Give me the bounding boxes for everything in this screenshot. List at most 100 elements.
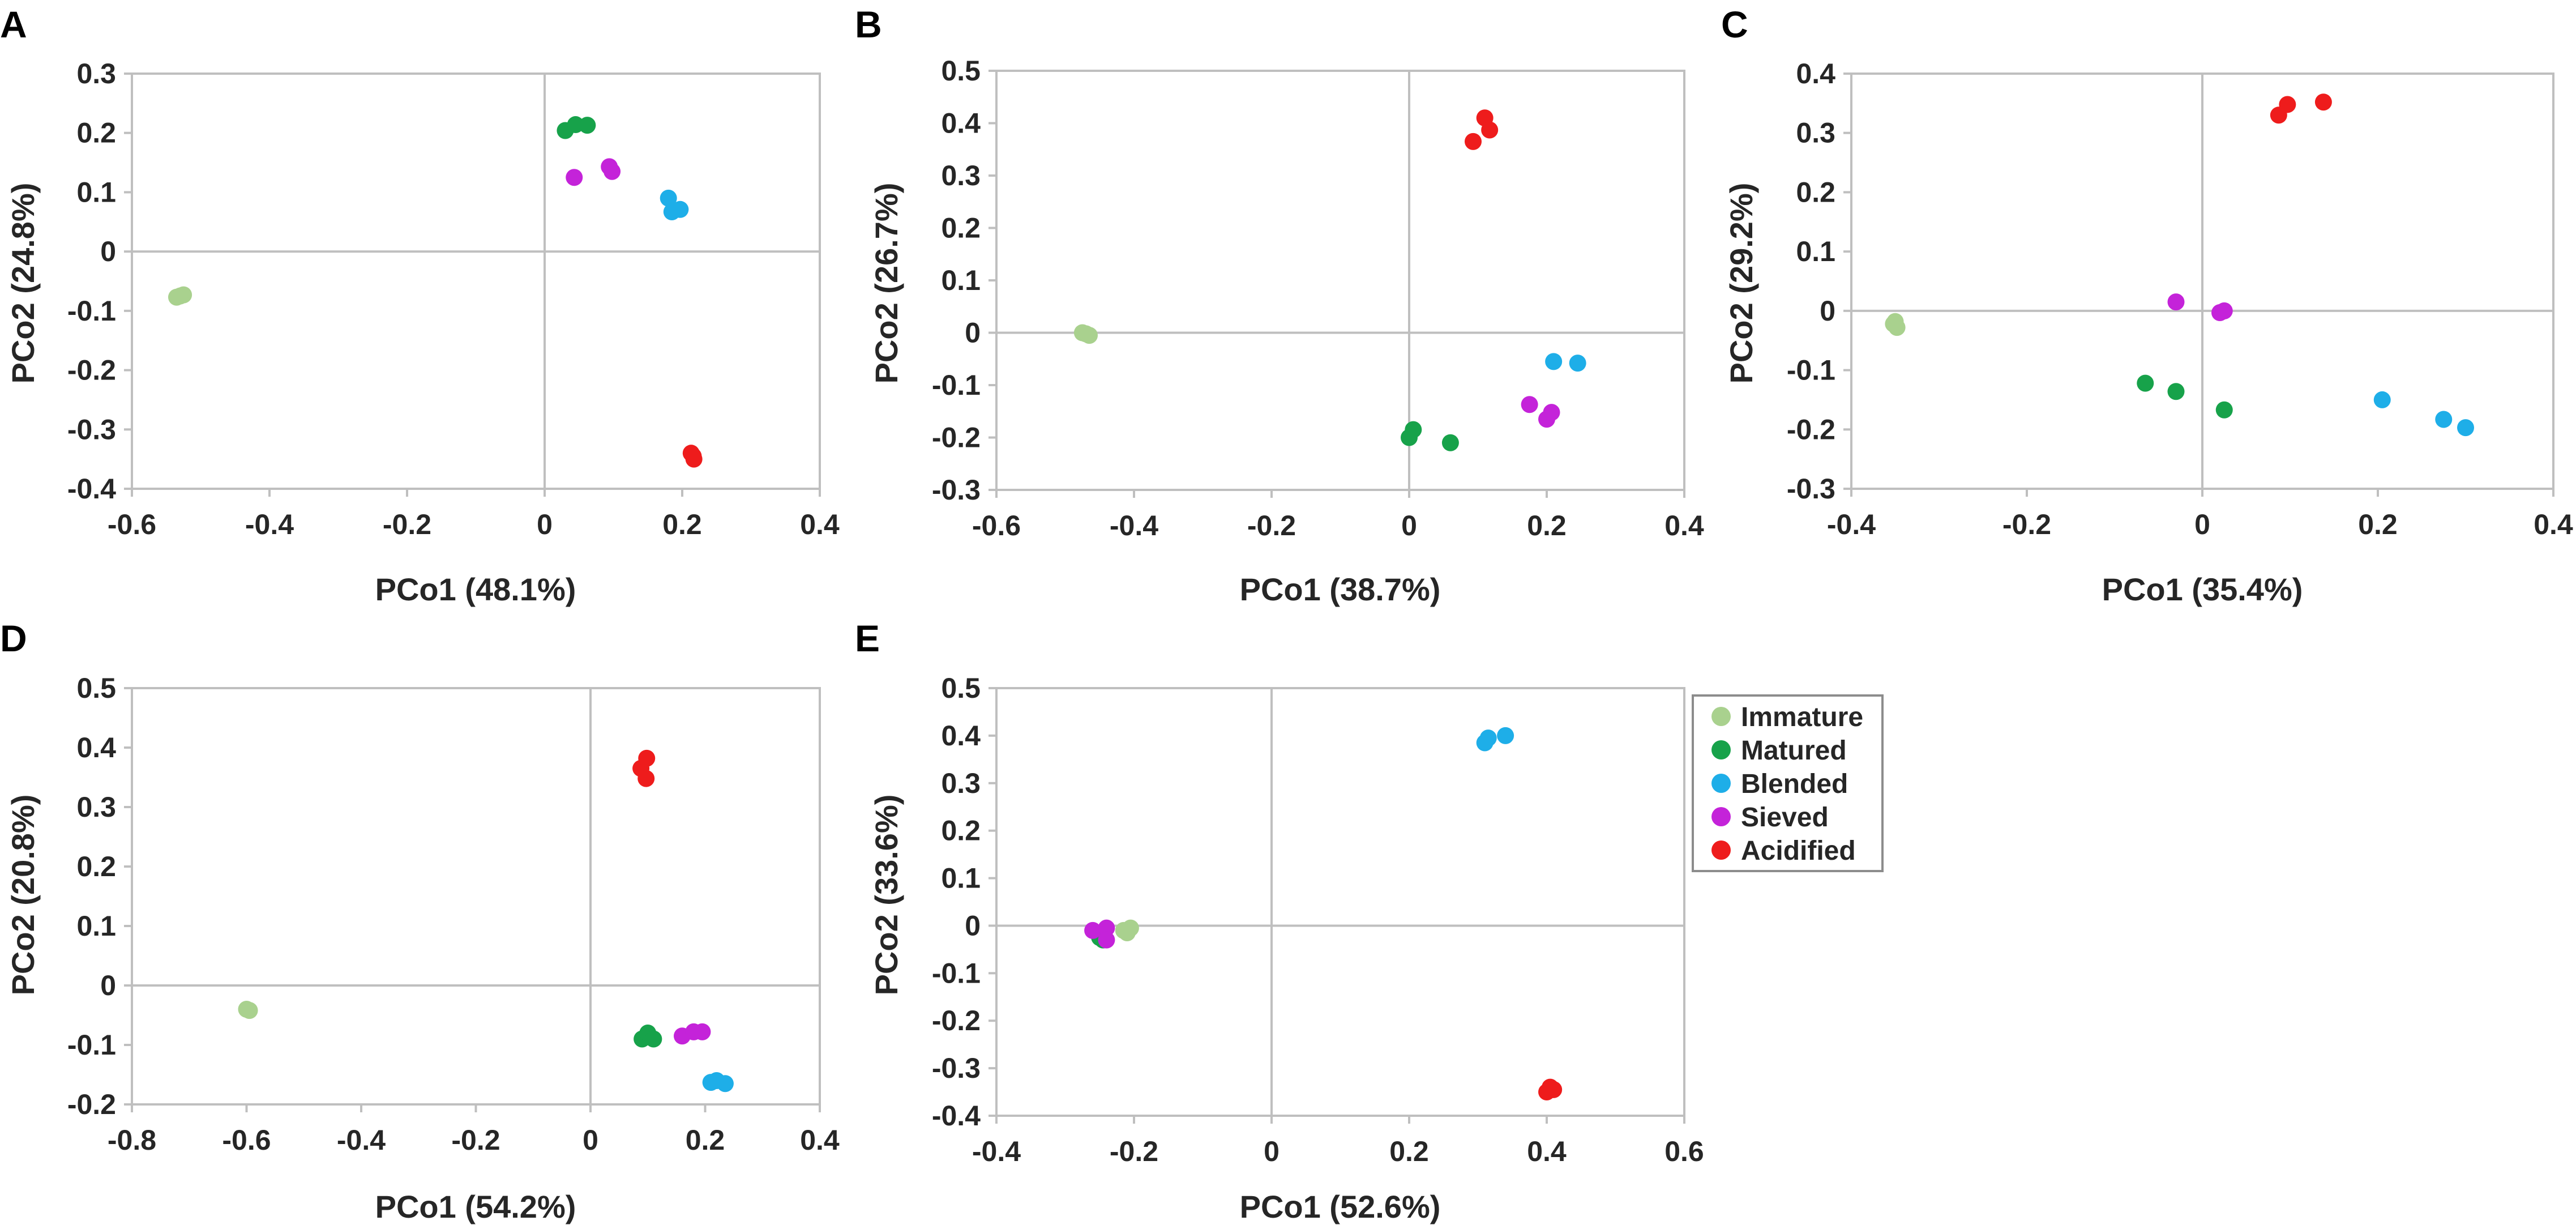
point-acidified [2279, 96, 2296, 113]
point-blended [1569, 355, 1586, 372]
point-sieved [2167, 293, 2185, 311]
y-tick-label-a: 0.2 [76, 117, 116, 149]
point-immature [1118, 924, 1136, 942]
y-tick-label-b: 0 [965, 317, 981, 349]
y-tick-label-d: 0.4 [76, 732, 116, 763]
panel-a: A -0.6 -0.4 -0.2 0 0.2 0.4 -0.4 -0.3 -0.2 -0.1 0 0.… [0, 3, 840, 607]
plot-frame-b [995, 70, 1685, 491]
y-tick-label-e: 0.3 [941, 767, 981, 799]
point-matured [2215, 401, 2233, 419]
y-tick-label-e: -0.4 [932, 1100, 981, 1132]
x-tick-label-a: -0.4 [245, 509, 294, 540]
point-acidified [1481, 121, 1499, 139]
x-tick-label-a: 0.4 [800, 509, 840, 540]
x-tick-label-e: 0.2 [1389, 1136, 1429, 1167]
y-tick-label-d: 0.1 [76, 910, 116, 942]
x-tick-label-d: 0 [583, 1124, 598, 1156]
panel-c: C -0.4 -0.2 0 0.2 0.4 -0.3 -0.2 -0.1 0 0.1 0.2 0.3 0… [1721, 3, 2573, 607]
point-immature [172, 287, 189, 305]
panel-label-c: C [1721, 3, 1748, 45]
y-tick-label-c: 0.2 [1796, 176, 1835, 208]
point-sieved [2215, 302, 2233, 319]
panel-label-b: B [855, 3, 882, 45]
point-blended [1479, 729, 1497, 747]
y-tick-label-e: 0.4 [941, 720, 981, 752]
y-tick-label-d: 0.3 [76, 791, 116, 823]
x-axis-title-b: PCo1 (38.7%) [1240, 571, 1441, 607]
y-tick-label-e: 0.1 [941, 863, 981, 894]
legend-marker-blended [1711, 774, 1731, 793]
point-blended [2373, 391, 2391, 408]
point-immature [1077, 325, 1094, 343]
panel-b: B -0.6 -0.4 -0.2 0 0.2 0.4 -0.3 -0.2 -0.1 0 0.1 0.2… [855, 3, 1704, 607]
y-tick-label-c: -0.3 [1787, 473, 1835, 505]
point-sieved [566, 169, 583, 186]
x-tick-label-b: 0 [1401, 510, 1417, 541]
panel-label-a: A [0, 3, 27, 45]
point-acidified [1545, 1081, 1563, 1098]
point-acidified [2314, 93, 2332, 111]
panel-d: D -0.8 -0.6 -0.4 -0.2 0 0.2 0.4 -0.2 -0.1 0 0.1 0.2… [0, 617, 840, 1224]
point-blended [2435, 411, 2453, 428]
y-axis-title-e: PCo2 (33.6%) [868, 795, 904, 996]
x-tick-label-a: -0.6 [108, 509, 156, 540]
x-tick-label-d: 0.2 [686, 1124, 725, 1156]
point-sieved [694, 1023, 711, 1040]
y-tick-label-b: 0.1 [941, 264, 981, 296]
x-tick-label-d: -0.4 [337, 1124, 386, 1156]
y-tick-label-b: -0.3 [932, 474, 981, 506]
point-sieved [1098, 919, 1115, 937]
point-matured [2167, 383, 2185, 400]
y-tick-label-b: 0.5 [941, 55, 981, 87]
y-tick-label-c: 0.1 [1796, 236, 1835, 267]
y-tick-label-a: -0.4 [67, 473, 116, 505]
y-tick-label-b: -0.2 [932, 422, 981, 454]
x-axis-title-e: PCo1 (52.6%) [1240, 1189, 1441, 1224]
point-matured [1405, 421, 1422, 438]
y-axis-title-a: PCo2 (24.8%) [5, 183, 41, 384]
points-c [1885, 93, 2474, 437]
point-matured [645, 1030, 662, 1048]
legend-marker-matured [1711, 740, 1731, 759]
legend-label-acidified: Acidified [1741, 836, 1856, 866]
y-tick-label-d: 0 [100, 970, 116, 1001]
y-tick-label-e: -0.1 [932, 957, 981, 989]
ticks-d: -0.8 -0.6 -0.4 -0.2 0 0.2 0.4 -0.2 -0.1 0 0.1 0.2 0.… [67, 672, 840, 1156]
points-a [168, 116, 703, 468]
y-tick-label-d: -0.1 [67, 1029, 116, 1061]
y-tick-label-e: 0.2 [941, 815, 981, 847]
y-tick-label-b: 0.3 [941, 160, 981, 191]
points-b [1073, 109, 1586, 451]
x-tick-label-e: 0.6 [1664, 1136, 1704, 1167]
panel-label-d: D [0, 617, 27, 659]
y-tick-label-c: -0.1 [1787, 355, 1835, 386]
y-tick-label-b: 0.4 [941, 108, 981, 139]
x-tick-label-c: 0 [2194, 509, 2210, 540]
y-tick-label-d: -0.2 [67, 1089, 116, 1120]
point-blended [716, 1075, 734, 1093]
x-tick-label-e: -0.2 [1110, 1136, 1158, 1167]
point-sieved [1098, 931, 1115, 949]
x-tick-label-b: -0.2 [1247, 510, 1296, 541]
point-sieved [1084, 921, 1102, 939]
y-tick-label-b: 0.2 [941, 212, 981, 244]
x-tick-label-c: -0.2 [2002, 509, 2051, 540]
x-tick-label-b: 0.2 [1527, 510, 1567, 541]
point-sieved [1543, 404, 1560, 421]
point-blended [671, 200, 689, 218]
x-tick-label-d: -0.2 [451, 1124, 500, 1156]
x-tick-label-e: 0.4 [1527, 1136, 1567, 1167]
point-immature [241, 1002, 258, 1019]
y-tick-label-c: 0.4 [1796, 58, 1835, 89]
point-sieved [1521, 396, 1538, 413]
point-acidified [638, 749, 656, 767]
y-tick-label-e: 0.5 [941, 672, 981, 704]
y-axis-title-c: PCo2 (29.2%) [1723, 183, 1759, 384]
y-tick-label-a: -0.2 [67, 355, 116, 386]
point-matured [1441, 434, 1459, 451]
legend-marker-immature [1711, 707, 1731, 726]
x-tick-label-d: -0.8 [108, 1124, 156, 1156]
y-tick-label-c: -0.2 [1787, 413, 1835, 445]
